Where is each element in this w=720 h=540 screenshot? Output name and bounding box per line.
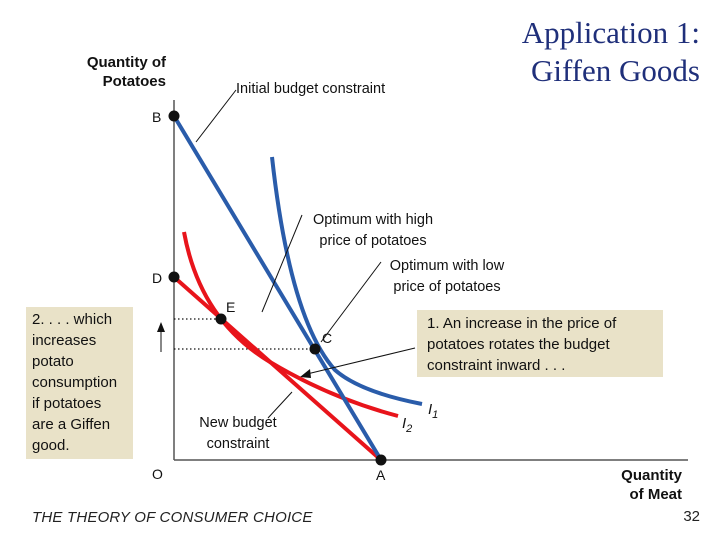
right-box-line: potatoes rotates the budget: [427, 336, 610, 353]
annotation-optimum-high-line-1: Optimum with high: [312, 212, 434, 228]
label-b: B: [152, 109, 162, 125]
giffen-explanation-box: 2. . . . which increases potato consumpt…: [26, 307, 133, 459]
leader-opt-high: [261, 214, 303, 313]
rotation-arrow-head: [300, 369, 311, 378]
left-box-line: good.: [32, 437, 70, 454]
annotation-optimum-high: Optimum with high price of potatoes: [300, 210, 446, 252]
label-d: D: [152, 270, 163, 286]
slide-title: Application 1: Giffen Goods: [440, 14, 700, 90]
title-line-2: Giffen Goods: [530, 53, 700, 88]
annotation-optimum-high-line-2: price of potatoes: [319, 233, 427, 249]
point-c: [309, 343, 321, 355]
label-i1-subscript: 1: [432, 409, 439, 421]
page-number: 32: [683, 508, 700, 525]
y-axis-label-line-1: Quantity of: [86, 54, 166, 71]
annotation-optimum-low: Optimum with low price of potatoes: [376, 256, 518, 298]
label-c: C: [322, 330, 333, 346]
right-box-line: constraint inward . . .: [427, 357, 566, 374]
left-box-line: increases: [32, 332, 97, 349]
annotation-optimum-low-line-2: price of potatoes: [393, 279, 501, 295]
title-line-1: Application 1:: [521, 15, 700, 50]
left-box-line: are a Giffen: [32, 416, 111, 433]
label-a: A: [376, 467, 386, 483]
rotation-arrow-shaft: [306, 347, 416, 375]
price-increase-box: 1. An increase in the price of potatoes …: [417, 310, 663, 377]
upward-arrow-head: [157, 322, 165, 332]
leader-opt-low: [320, 261, 382, 343]
right-box-line: 1. An increase in the price of: [427, 315, 617, 332]
leader-new-budget: [267, 391, 293, 419]
left-box-line: 2. . . . which: [32, 311, 113, 328]
left-box-line: consumption: [32, 374, 118, 391]
point-e: [215, 313, 227, 325]
label-i2-letter: I: [402, 415, 407, 432]
label-i1-letter: I: [428, 401, 433, 418]
point-d: [168, 271, 180, 283]
y-axis-label: Quantity of Potatoes: [80, 53, 166, 91]
annotation-new-budget: New budget constraint: [190, 413, 286, 455]
initial-budget-constraint: [172, 114, 383, 462]
point-a: [375, 454, 387, 466]
label-i1: I1: [428, 401, 438, 421]
footer-text: THE THEORY OF CONSUMER CHOICE: [32, 509, 313, 526]
point-b: [168, 110, 180, 122]
left-box-line: potato: [32, 353, 74, 370]
y-axis-label-line-2: Potatoes: [102, 73, 166, 90]
label-i2: I2: [402, 415, 412, 435]
annotation-new-budget-line-2: constraint: [206, 436, 270, 452]
annotation-optimum-low-line-1: Optimum with low: [389, 258, 505, 274]
new-budget-constraint: [172, 275, 383, 462]
x-axis-label-line-2: of Meat: [629, 486, 683, 503]
label-e: E: [226, 299, 236, 315]
label-i2-subscript: 2: [406, 423, 413, 435]
indifference-curve-i1: [270, 156, 423, 406]
annotation-new-budget-line-1: New budget: [199, 415, 277, 431]
label-origin: O: [152, 466, 163, 482]
x-axis-label: Quantity of Meat: [600, 466, 682, 504]
annotation-initial-budget: Initial budget constraint: [236, 81, 386, 97]
x-axis-label-line-1: Quantity: [621, 467, 682, 484]
left-box-line: if potatoes: [32, 395, 102, 412]
leader-initial-budget: [195, 89, 237, 143]
